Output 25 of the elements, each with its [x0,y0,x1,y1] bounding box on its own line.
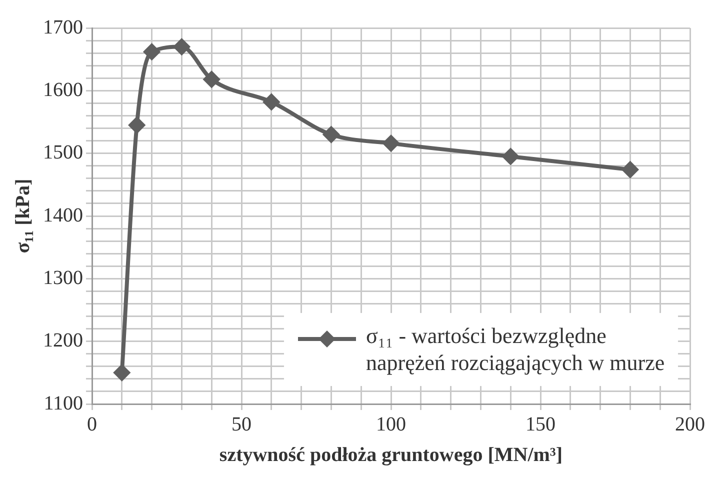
x-tick-label: 0 [87,413,97,436]
point [204,71,220,88]
x-tick-label: 150 [526,413,556,436]
x-axis-title: sztywność podłoża gruntowego [MN/m³] [219,444,563,466]
legend-label: σ₁₁ - wartości bezwzględne naprężeń rozciągających w murze [366,323,666,376]
x-tick-label: 100 [376,413,406,436]
point [144,44,160,60]
y-tick-label: 1400 [43,204,83,226]
point [114,364,130,381]
y-tick-label: 1200 [43,330,83,352]
y-tick-label: 1600 [43,78,83,101]
y-tick-label: 1500 [43,142,83,164]
point [383,135,399,152]
y-axis-title: σ₁₁ [kPa] [12,178,34,254]
x-tick-label: 200 [675,413,705,436]
y-tick-label: 1100 [44,392,83,414]
x-tick-label: 50 [232,413,252,436]
point [263,94,280,110]
point [128,117,145,134]
point [502,148,519,164]
y-tick-label: 1300 [43,266,83,289]
point [622,162,638,178]
point [323,126,340,143]
point [174,38,190,55]
y-tick-label: 1700 [43,16,83,38]
